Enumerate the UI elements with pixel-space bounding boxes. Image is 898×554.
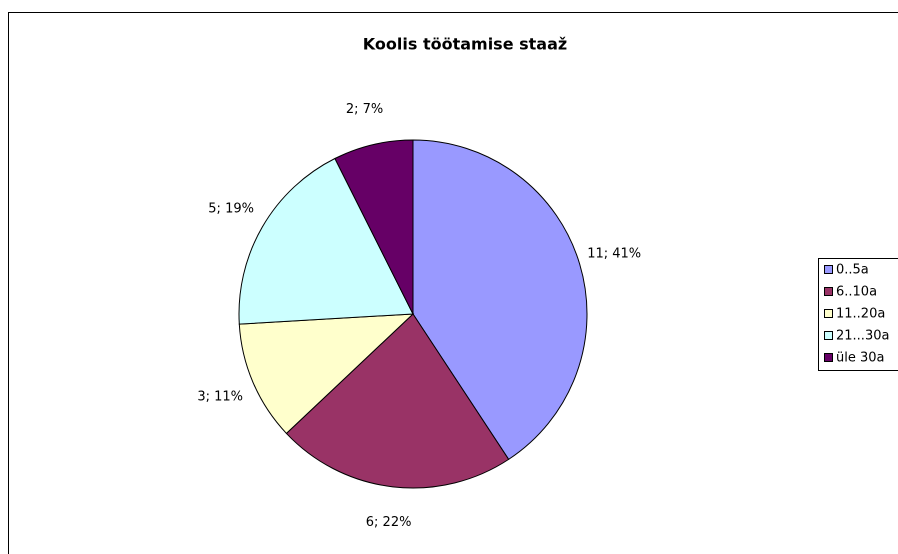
- data-label: 11; 41%: [587, 246, 641, 261]
- legend-swatch: [824, 353, 833, 362]
- legend-swatch: [824, 265, 833, 274]
- legend-label: 0..5a: [836, 263, 869, 278]
- legend-label: 6..10a: [836, 285, 877, 300]
- pie-slice: [238, 313, 415, 435]
- legend-label: 11..20a: [836, 307, 885, 322]
- data-label: 3; 11%: [197, 390, 243, 405]
- legend-swatch: [824, 331, 833, 340]
- legend-label: üle 30a: [836, 351, 885, 366]
- pie-slice: [334, 139, 414, 315]
- data-label: 6; 22%: [366, 515, 412, 530]
- data-label: 2; 7%: [346, 102, 383, 117]
- chart-title: Koolis töötamise staaž: [363, 35, 567, 54]
- legend-swatch: [824, 309, 833, 318]
- pie-slice: [285, 313, 510, 489]
- data-label: 5; 19%: [208, 202, 254, 217]
- pie-slice: [238, 157, 414, 325]
- legend-label: 21...30a: [836, 329, 889, 344]
- legend-swatch: [824, 287, 833, 296]
